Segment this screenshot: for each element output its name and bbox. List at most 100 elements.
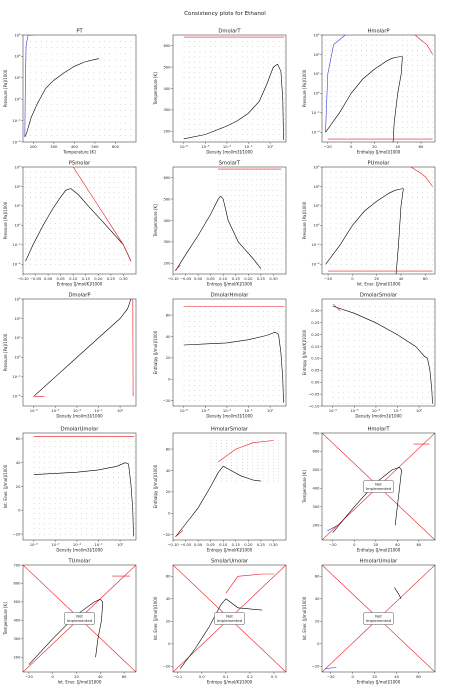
x-axis-label: Int. Ener. [J/mol]/1000 xyxy=(58,680,102,685)
y-tick-label: −20 xyxy=(13,532,21,536)
y-tick-label: 10⁴ xyxy=(14,55,21,59)
y-tick-label: 10² xyxy=(14,204,21,208)
x-tick-label: 400 xyxy=(71,145,79,149)
x-axis-label: Enthalpy [J/mol]/1000 xyxy=(357,680,401,685)
y-tick-label: 60 xyxy=(16,437,21,441)
axes-frame xyxy=(172,298,287,407)
plot-area xyxy=(175,168,282,271)
y-tick-label: −0.10 xyxy=(308,404,320,408)
plot-area xyxy=(24,35,136,142)
not-implemented-box xyxy=(363,612,394,625)
x-tick-label: 60 xyxy=(416,675,421,679)
y-axis-label: Enthalpy [J/mol]/1000 xyxy=(153,330,158,374)
note-text: Not xyxy=(226,614,233,619)
series-line xyxy=(225,573,274,594)
x-axis-label: Density [mol/m3]/1000 xyxy=(56,414,103,419)
data-points xyxy=(33,436,135,535)
x-tick-label: 0.20 xyxy=(244,543,253,547)
chart-title: DmolarHmolar xyxy=(211,293,250,299)
plot-area xyxy=(175,440,279,538)
series-line xyxy=(332,466,402,533)
chart-title: SmolarT xyxy=(219,161,241,167)
y-axis-label: Int. Ener. [J/mol]/1000 xyxy=(3,464,8,508)
axes-frame xyxy=(22,432,137,541)
y-tick-label: 0 xyxy=(168,642,171,646)
x-tick-label: 40 xyxy=(394,675,399,679)
x-tick-label: 10⁻² xyxy=(244,409,253,413)
x-tick-label: 0.2 xyxy=(247,675,253,679)
y-tick-label: 0.00 xyxy=(311,381,320,385)
chart-DmolarUmolar: 10⁻⁸ 10⁻⁶ 10⁻⁴ 10⁻² 10⁰ −20 0 20 40 60 DmolarUmola… xyxy=(3,427,137,553)
y-axis-label: Temperature [K] xyxy=(3,602,8,636)
series-line xyxy=(72,167,132,262)
x-tick-label: 0.10 xyxy=(219,277,228,281)
series-line xyxy=(223,465,261,482)
chart-DmolarP: 10⁻⁸ 10⁻⁶ 10⁻⁴ 10⁻² 10⁰ 10⁻⁴ 10⁻² 10⁰ 10² 10⁴ 10⁶ D… xyxy=(3,293,137,419)
note-text: Implemented xyxy=(366,618,392,623)
y-tick-label: 600 xyxy=(312,450,320,454)
chart-SmolarUmolar: −0.1 0.0 0.1 0.2 0.3 −20 0 20 40 60 SmolarUmolar En… xyxy=(153,559,287,685)
note-text: Implemented xyxy=(366,486,392,491)
data-points xyxy=(25,167,129,265)
not-implemented-box xyxy=(214,612,245,625)
y-axis-label: Int. Ener. [J/mol]/1000 xyxy=(302,596,307,640)
x-tick-label: 10⁻⁴ xyxy=(223,145,232,149)
x-tick-label: 0.15 xyxy=(82,277,91,281)
x-tick-label: 20 xyxy=(372,145,377,149)
chart-title: SmolarUmolar xyxy=(211,559,249,565)
x-axis-label: Density [mol/m3]/1000 xyxy=(206,414,253,419)
y-axis-label: Temperature [K] xyxy=(153,72,158,106)
y-tick-label: 20 xyxy=(166,620,171,624)
chart-HmolarUmolar: −20 0 20 40 60 −20 0 20 40 60 HmolarUmolar Enthalpy… xyxy=(302,559,436,685)
chart-title: DmolarSmolar xyxy=(360,293,398,299)
chart-HmolarT: −20 0 20 40 60 200 300 400 500 600 700 HmolarT Entha… xyxy=(302,427,436,553)
chart-title: PT xyxy=(76,29,83,35)
x-axis-label: Int. Ener. [J/mol]/1000 xyxy=(357,282,401,287)
x-tick-label: 10⁻⁴ xyxy=(73,543,82,547)
chart-HmolarP: −20 0 20 40 60 10⁻⁴ 10⁻² 10⁰ 10² 10⁴ 10⁶ HmolarP Ent… xyxy=(302,29,436,155)
x-tick-label: −0.05 xyxy=(180,543,192,547)
y-tick-label: 500 xyxy=(163,65,171,69)
chart-DmolarT: 10⁻⁸ 10⁻⁶ 10⁻⁴ 10⁻² 10⁰ 200 300 400 500 600 Dmolar… xyxy=(153,29,287,155)
x-axis-label: Enthalpy [J/mol]/1000 xyxy=(357,150,401,155)
y-tick-label: 10⁰ xyxy=(313,92,320,96)
x-axis-label: Entropy [J/mol/K]/1000 xyxy=(207,680,253,685)
y-tick-label: 0.20 xyxy=(311,333,320,337)
y-tick-label: 400 xyxy=(13,619,21,623)
x-tick-label: 20 xyxy=(373,543,378,547)
y-tick-label: 40 xyxy=(166,335,171,339)
note-text: Not xyxy=(375,482,382,487)
x-tick-label: 10⁻⁶ xyxy=(51,543,60,547)
plot-area xyxy=(183,306,285,403)
y-tick-label: 40 xyxy=(315,597,320,601)
x-tick-label: 0 xyxy=(353,543,356,547)
series-line xyxy=(33,299,132,397)
y-tick-label: 500 xyxy=(163,197,171,201)
x-axis-label: Entropy [J/mol/K]/1000 xyxy=(207,548,253,553)
x-tick-label: 10⁰ xyxy=(416,409,423,413)
y-tick-label: 400 xyxy=(163,219,171,223)
y-tick-label: 700 xyxy=(13,563,21,567)
y-tick-label: 200 xyxy=(312,524,320,528)
x-tick-label: 300 xyxy=(50,145,58,149)
x-tick-label: 0.00 xyxy=(194,543,203,547)
x-tick-label: 10⁰ xyxy=(267,145,274,149)
y-tick-label: 10² xyxy=(313,204,320,208)
y-axis-label: Temperature [K] xyxy=(302,470,307,504)
x-axis-label: Enthalpy [J/mol]/1000 xyxy=(357,548,401,553)
x-tick-label: 40 xyxy=(399,277,404,281)
y-tick-label: 600 xyxy=(163,44,171,48)
series-line xyxy=(128,463,134,537)
chart-title: DmolarP xyxy=(68,293,90,299)
plot-area xyxy=(332,303,434,404)
x-tick-label: 10⁻⁶ xyxy=(201,409,210,413)
y-tick-label: 400 xyxy=(163,87,171,91)
x-tick-label: 10⁻⁸ xyxy=(180,145,189,149)
x-tick-label: 10⁻⁶ xyxy=(350,409,359,413)
y-axis-label: Int. Ener. [J/mol]/1000 xyxy=(153,596,158,640)
y-tick-label: 10⁰ xyxy=(313,224,320,228)
chart-PUmolar: −20 0 20 40 60 10⁻⁴ 10⁻² 10⁰ 10² 10⁴ 10⁶ PUmolar Int… xyxy=(302,161,436,287)
y-tick-label: −20 xyxy=(163,533,171,537)
y-tick-label: 500 xyxy=(312,468,320,472)
y-tick-label: 10⁶ xyxy=(313,165,320,169)
